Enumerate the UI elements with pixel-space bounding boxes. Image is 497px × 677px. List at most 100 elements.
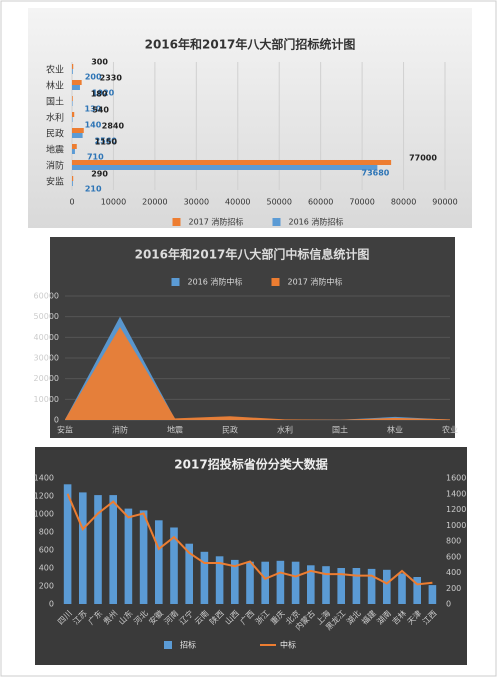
bar bbox=[428, 585, 437, 604]
y-tick-label: 40000 bbox=[34, 333, 59, 342]
y-tick-label: 1600 bbox=[446, 474, 466, 483]
legend-label: 2016 消防招标 bbox=[289, 217, 344, 227]
y-tick-label: 1000 bbox=[34, 510, 54, 519]
bar bbox=[307, 565, 315, 604]
x-tick-label: 20000 bbox=[142, 198, 167, 207]
legend-swatch bbox=[164, 641, 172, 649]
x-tick-label: 80000 bbox=[391, 198, 416, 207]
area bbox=[65, 327, 450, 420]
y-tick-label: 1000 bbox=[446, 521, 466, 530]
bar bbox=[291, 561, 300, 604]
legend-swatch bbox=[172, 218, 181, 226]
bar bbox=[72, 69, 73, 74]
bar bbox=[246, 561, 254, 604]
y-tick-label: 200 bbox=[446, 584, 461, 593]
y-tick-label: 民政 bbox=[46, 128, 64, 140]
x-tick-label: 安监 bbox=[57, 425, 73, 435]
legend-label: 招标 bbox=[180, 640, 196, 650]
bar bbox=[72, 176, 74, 181]
y-tick-label: 国土 bbox=[46, 96, 64, 108]
bar bbox=[72, 112, 75, 117]
data-label: 73680 bbox=[362, 169, 390, 178]
data-label: 300 bbox=[91, 58, 108, 67]
y-tick-label: 1200 bbox=[446, 505, 466, 514]
y-tick-label: 农业 bbox=[46, 64, 64, 76]
legend-label: 2017 消防招标 bbox=[189, 217, 244, 227]
legend-swatch bbox=[272, 218, 281, 226]
data-label: 1920 bbox=[92, 89, 115, 98]
x-tick-label: 70000 bbox=[349, 198, 374, 207]
bar bbox=[322, 566, 330, 604]
data-label: 2840 bbox=[102, 122, 125, 131]
bar bbox=[124, 508, 133, 604]
data-label: 2560 bbox=[95, 137, 118, 146]
data-label: 210 bbox=[85, 185, 102, 194]
y-tick-label: 30000 bbox=[34, 354, 59, 363]
x-tick-label: 民政 bbox=[222, 425, 238, 435]
panel-3 bbox=[35, 447, 467, 665]
bar bbox=[72, 133, 83, 138]
bar bbox=[413, 577, 421, 604]
data-label: 77000 bbox=[409, 154, 437, 163]
y-tick-label: 0 bbox=[54, 416, 59, 425]
x-tick-label: 0 bbox=[69, 198, 74, 207]
bar bbox=[72, 96, 73, 101]
bar bbox=[109, 495, 117, 604]
legend-label: 中标 bbox=[280, 640, 296, 650]
bar bbox=[72, 117, 73, 122]
bar bbox=[200, 551, 209, 604]
bar bbox=[72, 144, 77, 149]
bar bbox=[352, 568, 361, 604]
y-tick-label: 20000 bbox=[34, 374, 59, 383]
chart-title: 2016年和2017年八大部门招标统计图 bbox=[145, 37, 356, 52]
bar bbox=[337, 568, 345, 604]
y-tick-label: 水利 bbox=[46, 112, 64, 124]
y-tick-label: 1400 bbox=[446, 489, 466, 498]
line bbox=[66, 493, 433, 586]
bar bbox=[367, 568, 376, 604]
data-label: 140 bbox=[85, 121, 102, 130]
x-tick-label: 水利 bbox=[277, 425, 293, 435]
y-tick-label: 50000 bbox=[34, 312, 59, 321]
bar bbox=[72, 85, 80, 90]
legend-label: 2016 消防中标 bbox=[188, 277, 243, 287]
bar bbox=[383, 569, 391, 604]
data-label: 2330 bbox=[100, 74, 123, 83]
bar bbox=[72, 80, 82, 85]
bar bbox=[139, 510, 148, 604]
chart-title: 2017招投标省份分类大数据 bbox=[174, 457, 327, 472]
x-tick-label: 10000 bbox=[101, 198, 126, 207]
x-tick-label: 国土 bbox=[332, 425, 348, 435]
bar bbox=[72, 64, 74, 69]
x-tick-label: 30000 bbox=[184, 198, 209, 207]
y-tick-label: 10000 bbox=[34, 395, 59, 404]
y-tick-label: 0 bbox=[49, 600, 54, 609]
y-tick-label: 400 bbox=[446, 568, 461, 577]
bar bbox=[72, 101, 73, 106]
data-label: 130 bbox=[85, 105, 102, 114]
bar bbox=[155, 520, 163, 604]
bar bbox=[72, 181, 73, 186]
y-tick-label: 60000 bbox=[34, 292, 59, 301]
y-tick-label: 800 bbox=[446, 537, 461, 546]
x-tick-label: 消防 bbox=[112, 425, 128, 435]
bar bbox=[72, 160, 392, 165]
y-tick-label: 0 bbox=[446, 600, 451, 609]
data-label: 540 bbox=[92, 106, 109, 115]
bar bbox=[94, 495, 102, 604]
bar bbox=[215, 556, 224, 604]
data-label: 710 bbox=[87, 153, 104, 162]
panel-1 bbox=[28, 8, 472, 228]
data-label: 1150 bbox=[95, 138, 118, 147]
bar bbox=[231, 559, 239, 604]
x-tick-label: 90000 bbox=[432, 198, 457, 207]
bar bbox=[72, 128, 84, 133]
bar bbox=[398, 573, 406, 604]
y-tick-label: 400 bbox=[39, 564, 54, 573]
y-tick-label: 消防 bbox=[46, 160, 64, 172]
x-tick-label: 农业 bbox=[442, 425, 458, 435]
y-tick-label: 安监 bbox=[46, 176, 64, 188]
legend-swatch bbox=[271, 278, 280, 286]
bar bbox=[63, 484, 72, 604]
